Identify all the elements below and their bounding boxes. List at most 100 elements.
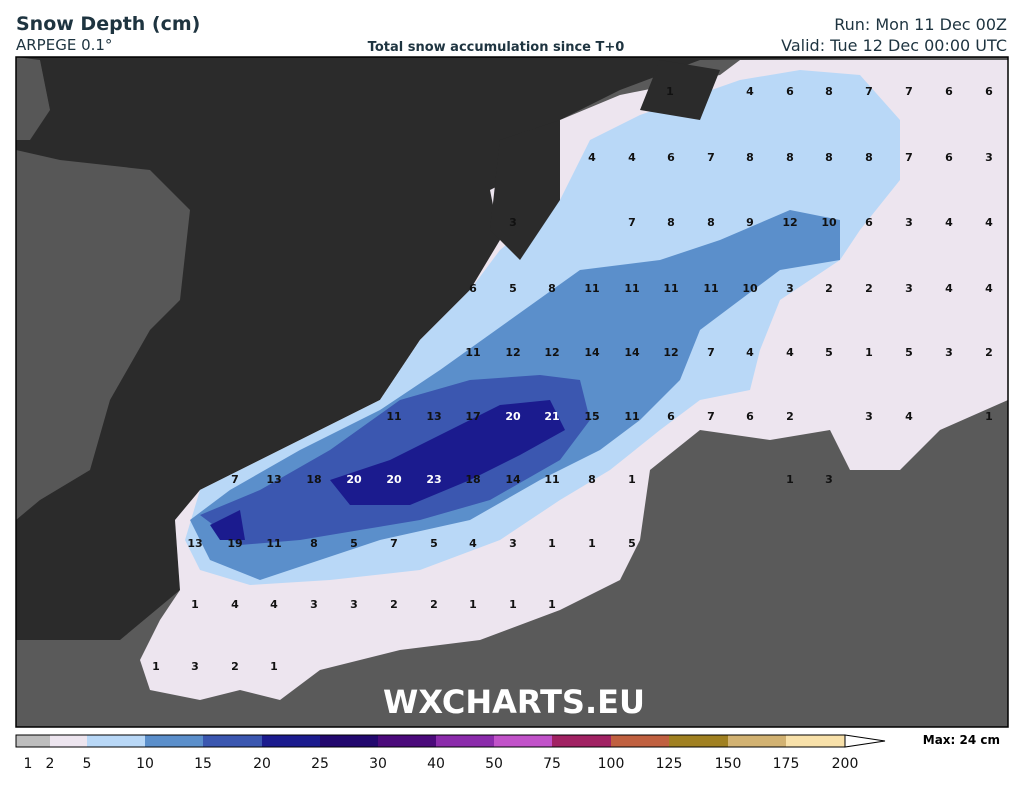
snow-label: 4 [628,151,636,164]
legend-swatch [611,735,669,747]
map: 1 4 6 8 7 7 6 64 4 6 7 8 8 8 8 7 6 33 7 8 8 9 12 10 6 3 4 46 5 8 11 11 1… [15,56,1009,728]
snow-label: 5 [628,537,636,550]
subtitle: Total snow accumulation since T+0 [368,40,625,55]
snow-label: 7 [905,151,913,164]
legend-swatch [203,735,262,747]
snow-label: 5 [430,537,438,550]
legend-swatch [786,735,845,747]
snow-label: 6 [667,151,675,164]
snow-label: 3 [945,346,953,359]
map-labels: 1 4 6 8 7 7 6 64 4 6 7 8 8 8 8 7 6 33 7 8 8 9 12 10 6 3 4 46 5 8 11 11 1… [152,85,993,673]
snow-label: 8 [746,151,754,164]
legend-swatch [494,735,552,747]
legend-swatch [16,735,50,747]
legend-tick-label: 175 [773,756,800,772]
snow-label: 13 [187,537,202,550]
legend-swatch [145,735,203,747]
snow-label: 3 [825,473,833,486]
legend-swatch [50,735,87,747]
snow-label: 8 [786,151,794,164]
snow-label: 3 [509,537,517,550]
snow-label: 4 [945,216,953,229]
snow-label: 5 [825,346,833,359]
snow-label: 11 [703,282,718,295]
snow-label: 14 [584,346,600,359]
snow-label: 4 [746,85,754,98]
snow-label: 10 [821,216,837,229]
legend-max: Max: 24 cm [923,733,1000,747]
legend-swatch [262,735,320,747]
snow-label: 3 [786,282,794,295]
snow-label: 1 [588,537,596,550]
snow-label: 6 [945,151,953,164]
watermark: WXCHARTS.EU [383,683,645,721]
snow-label: 6 [865,216,873,229]
snow-label: 21 [544,410,559,423]
snow-label: 6 [667,410,675,423]
snow-label: 5 [509,282,517,295]
snow-label: 12 [544,346,559,359]
legend-tick-label: 10 [136,756,154,772]
snow-label: 10 [742,282,758,295]
title: Snow Depth (cm) [16,13,200,35]
snow-label: 4 [469,537,477,550]
snow-label: 8 [588,473,596,486]
snow-label: 1 [628,473,636,486]
snow-label: 13 [266,473,281,486]
sea-ijsselmeer [490,120,560,260]
snow-label: 4 [985,282,993,295]
snow-label: 1 [666,85,674,98]
snow-label: 7 [707,346,715,359]
snow-label: 20 [505,410,521,423]
legend-tick-label: 2 [46,756,55,772]
snow-label: 2 [985,346,993,359]
legend-tick-label: 1 [24,756,33,772]
snow-label: 3 [509,216,517,229]
snow-label: 4 [231,598,239,611]
legend: Max: 24 cm 1 2 5 10 15 20 25 30 40 50 75 100 125 150 1… [15,733,1000,772]
snow-label: 1 [548,598,556,611]
legend-tick-label: 15 [194,756,212,772]
snow-label: 7 [707,410,715,423]
snow-label: 8 [548,282,556,295]
snow-label: 14 [505,473,521,486]
snow-label: 3 [905,282,913,295]
snow-label: 8 [825,151,833,164]
snow-label: 7 [231,473,239,486]
snow-label: 13 [426,410,441,423]
snow-label: 8 [667,216,675,229]
snow-label: 3 [310,598,318,611]
snow-label: 1 [270,660,278,673]
snow-label: 3 [865,410,873,423]
legend-tick-label: 40 [427,756,445,772]
snow-label: 7 [628,216,636,229]
snow-20-west [210,510,245,540]
snow-label: 11 [663,282,678,295]
legend-tick-label: 5 [83,756,92,772]
snow-label: 12 [505,346,520,359]
snow-label: 8 [310,537,318,550]
legend-tick-label: 100 [598,756,625,772]
snow-label: 8 [707,216,715,229]
legend-tick-label: 150 [715,756,742,772]
snow-label: 4 [588,151,596,164]
run: Run: Mon 11 Dec 00Z [834,15,1007,34]
valid: Valid: Tue 12 Dec 00:00 UTC [781,36,1007,55]
land-uk-north [16,57,50,140]
snow-label: 11 [624,282,639,295]
snow-label: 8 [825,85,833,98]
snow-label: 2 [231,660,239,673]
legend-tick-label: 125 [656,756,683,772]
snow-label: 6 [985,85,993,98]
snow-label: 3 [191,660,199,673]
snow-label: 4 [746,346,754,359]
snow-label: 7 [707,151,715,164]
snow-label: 2 [825,282,833,295]
sea-inlet [640,60,720,120]
snow-label: 11 [624,410,639,423]
legend-tick-label: 200 [832,756,859,772]
snow-label: 6 [786,85,794,98]
legend-swatch [378,735,436,747]
snow-label: 4 [985,216,993,229]
snow-label: 11 [465,346,480,359]
